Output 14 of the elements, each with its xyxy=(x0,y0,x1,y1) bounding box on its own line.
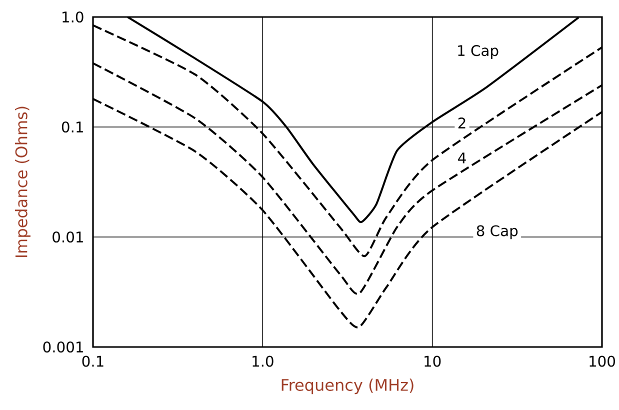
y-tick-label: 1.0 xyxy=(62,11,84,23)
series-label: 2 xyxy=(458,117,466,128)
series-label: 8 Cap xyxy=(476,225,518,240)
x-tick-label: 0.1 xyxy=(82,356,104,367)
series-label: 4 xyxy=(458,152,466,164)
y-tick-label: 0.01 xyxy=(52,231,83,243)
y-tick-label: 0.1 xyxy=(62,121,83,133)
y-tick-label: 0.001 xyxy=(43,341,83,353)
x-tick-label: 10 xyxy=(424,356,441,367)
x-axis-title: Frequency (MHz) xyxy=(282,378,414,394)
x-tick-label: 100 xyxy=(590,356,615,367)
series-label: 1 Cap xyxy=(458,45,498,59)
x-tick-label: 1.0 xyxy=(252,356,274,367)
y-axis-title: Impedance (Ohms) xyxy=(15,106,30,258)
